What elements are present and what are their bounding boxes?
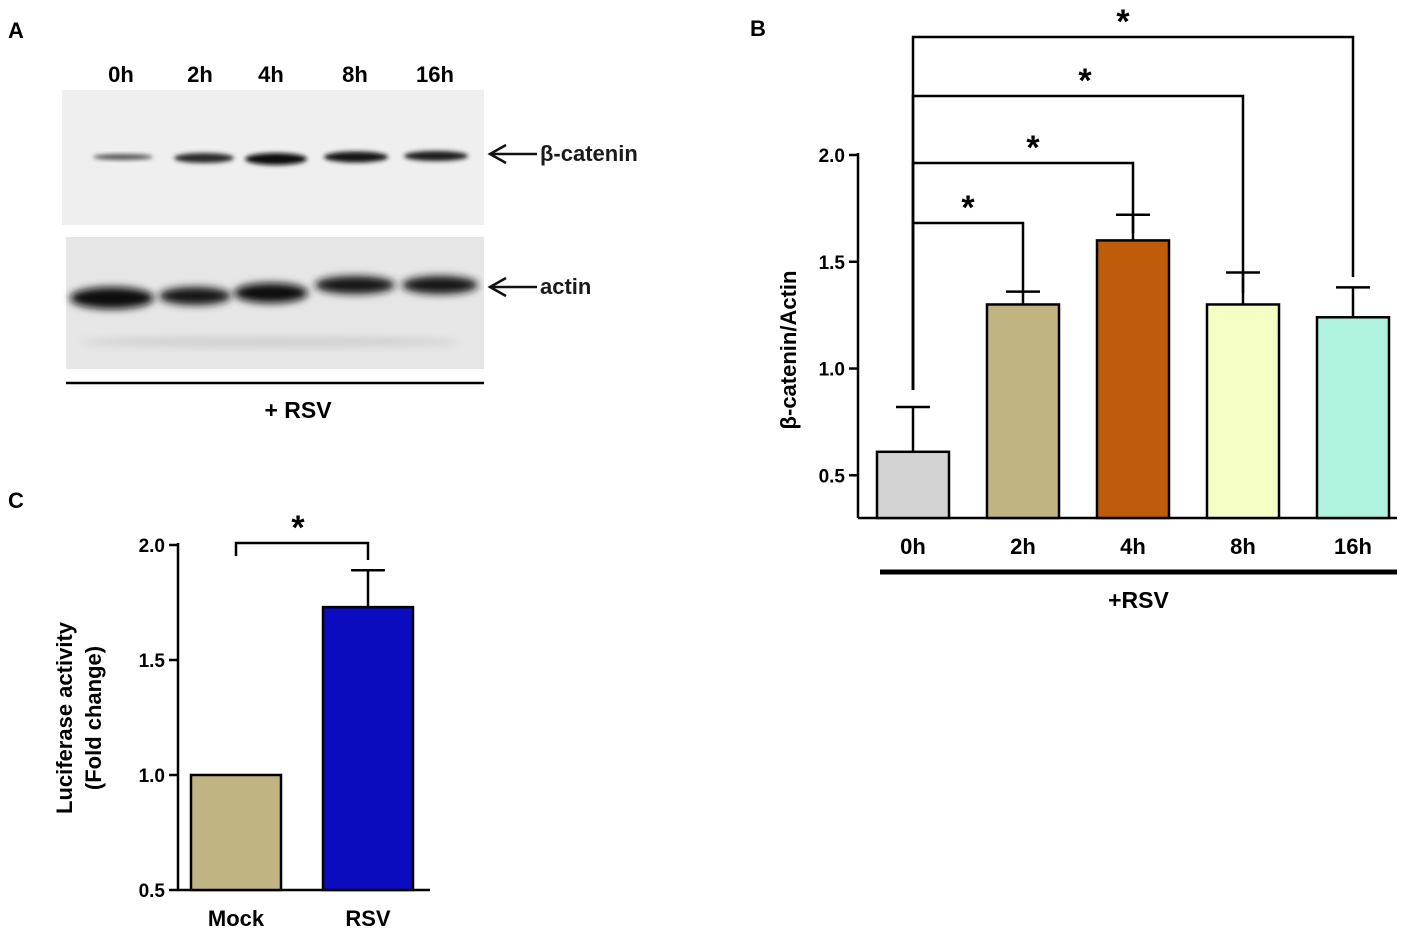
significance-star: * <box>1078 62 1092 100</box>
y-axis-label: β-catenin/Actin <box>776 271 801 430</box>
significance-star: * <box>291 509 305 547</box>
lane-label-4h: 4h <box>258 62 284 87</box>
band <box>159 287 231 305</box>
arrowhead-icon <box>487 143 507 165</box>
y-axis-label: Luciferase activity <box>52 621 77 814</box>
band <box>93 154 153 160</box>
bar-2h <box>985 303 1061 520</box>
bar-Mock <box>189 773 283 892</box>
chart-b: 0.5 1.0 1.5 2.0 0h 2h 4h 8h 16h β-catenin/Actin +R… <box>776 3 1397 613</box>
y-tick-label: 1.5 <box>139 651 166 672</box>
band <box>404 151 468 161</box>
lane-label-16h: 16h <box>416 62 454 87</box>
significance-bracket <box>234 541 370 560</box>
x-tick-label: 2h <box>1010 534 1036 559</box>
treatment-label: + RSV <box>264 397 332 423</box>
significance-star: * <box>1116 3 1130 41</box>
panel-c-letter: C <box>8 488 24 513</box>
band <box>402 276 478 294</box>
significance-star: * <box>1026 129 1040 167</box>
actin-blot <box>66 237 484 369</box>
band-label-beta-catenin: β-catenin <box>487 141 638 166</box>
beta-catenin-blot <box>62 90 484 225</box>
x-tick-label: Mock <box>208 906 265 931</box>
y-tick-label: 2.0 <box>819 146 845 167</box>
x-tick-label: 4h <box>1120 534 1146 559</box>
x-tick-label: 0h <box>900 534 926 559</box>
y-tick-label: 0.5 <box>819 466 846 487</box>
band <box>315 276 395 294</box>
chart-c: 0.5 1.0 1.5 2.0 Mock RSV Luciferase activity (F… <box>52 509 430 931</box>
y-tick-label: 1.5 <box>819 253 846 274</box>
band-label-actin: actin <box>487 274 591 299</box>
y-tick-label: 1.0 <box>139 766 165 787</box>
x-tick-label: RSV <box>345 906 391 931</box>
band-label-text: β-catenin <box>540 141 638 166</box>
band <box>324 151 388 163</box>
y-tick-label: 2.0 <box>139 536 165 557</box>
group-label: +RSV <box>1108 587 1169 613</box>
x-tick-label: 8h <box>1230 534 1256 559</box>
significance-bracket <box>911 94 1245 390</box>
bar-RSV <box>321 605 415 892</box>
x-tick-label: 16h <box>1334 534 1372 559</box>
bar-0h <box>875 450 951 520</box>
lane-label-8h: 8h <box>342 62 368 87</box>
band-label-text: actin <box>540 274 591 299</box>
bar-4h <box>1095 239 1171 520</box>
panel-b-letter: B <box>750 16 766 41</box>
significance-star: * <box>961 189 975 227</box>
bar-16h <box>1315 316 1391 520</box>
lane-labels: 0h 2h 4h 8h 16h <box>108 62 454 87</box>
arrowhead-icon <box>487 276 507 298</box>
band <box>174 153 234 163</box>
smear <box>80 337 460 347</box>
panel-a-letter: A <box>8 18 24 43</box>
lane-label-0h: 0h <box>108 62 134 87</box>
band <box>245 153 307 165</box>
band <box>70 287 154 309</box>
band <box>234 283 308 303</box>
significance-bracket <box>911 35 1355 390</box>
y-tick-label: 0.5 <box>139 881 166 902</box>
y-axis-label-2: (Fold change) <box>81 646 106 790</box>
y-tick-label: 1.0 <box>819 360 845 381</box>
bar-8h <box>1205 303 1281 520</box>
lane-label-2h: 2h <box>187 62 213 87</box>
